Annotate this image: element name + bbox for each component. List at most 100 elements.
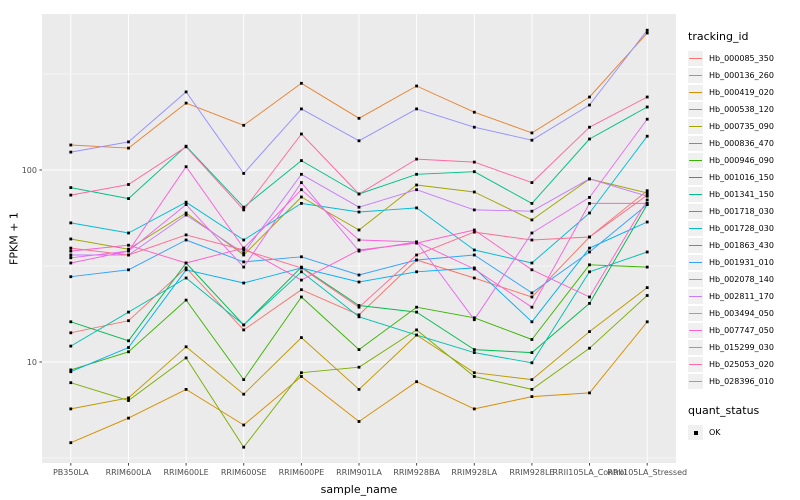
data-point: [127, 253, 130, 257]
data-point: [530, 181, 534, 184]
data-point: [472, 248, 476, 252]
legend-item-label: Hb_000085_350: [709, 54, 774, 63]
data-point: [300, 295, 303, 299]
legend-color-line-icon: [689, 278, 702, 281]
legend-key-swatch: [688, 340, 703, 355]
x-tick-label: RRIM928BA: [393, 468, 440, 477]
data-point: [184, 268, 188, 272]
legend-item: Hb_003494_050: [688, 305, 800, 322]
data-point: [588, 270, 591, 274]
legend-item: Hb_001341_150: [688, 186, 800, 203]
data-point: [357, 228, 361, 232]
legend-color-line-icon: [689, 227, 702, 230]
legend-key-swatch: [688, 221, 703, 236]
data-point: [530, 388, 534, 391]
data-point: [415, 270, 418, 274]
data-point: [472, 228, 476, 232]
data-point: [300, 132, 303, 136]
data-point: [530, 361, 534, 365]
data-point: [69, 221, 73, 225]
legend-item-label: Hb_001931_010: [709, 258, 774, 267]
legend-key-swatch: [688, 85, 703, 100]
x-tick-label: RRIM600SE: [221, 468, 267, 477]
legend-item: Hb_028396_010: [688, 373, 800, 390]
data-point: [127, 146, 130, 150]
legend-item: Hb_001728_030: [688, 220, 800, 237]
legend-key-swatch: [688, 357, 703, 372]
data-point: [242, 246, 246, 250]
data-point: [415, 328, 418, 332]
data-point: [530, 295, 534, 299]
data-point: [69, 407, 73, 411]
data-point: [415, 241, 418, 245]
legend-key-swatch: [688, 187, 703, 202]
data-point: [69, 256, 73, 260]
data-point: [69, 237, 73, 241]
legend-item: Hb_002078_140: [688, 271, 800, 288]
data-point: [69, 331, 73, 335]
data-point: [645, 95, 649, 99]
data-point: [242, 328, 246, 332]
data-point: [472, 160, 476, 164]
data-point: [588, 302, 591, 305]
y-axis-title: FPKM + 1: [7, 212, 21, 265]
legend-color-line-icon: [689, 380, 702, 383]
legend-item: Hb_001718_030: [688, 203, 800, 220]
legend-item-label: Hb_000419_020: [709, 88, 774, 97]
legend-item-label: Hb_002078_140: [709, 275, 774, 284]
x-tick-label: RRII105LA_Control: [552, 468, 626, 477]
data-point: [645, 134, 649, 138]
data-point: [127, 319, 130, 323]
data-point: [242, 378, 246, 381]
data-point: [588, 295, 591, 299]
legend-key-swatch: [688, 289, 703, 304]
legend-item-label: Hb_001728_030: [709, 224, 774, 233]
data-point: [415, 258, 418, 262]
legend-key-swatch: [688, 68, 703, 83]
data-point: [472, 190, 476, 194]
x-tick-label: RRII105LA_Stressed: [607, 468, 687, 477]
data-point: [300, 202, 303, 205]
data-point: [69, 143, 73, 147]
data-point: [242, 423, 246, 427]
data-point: [300, 81, 303, 85]
data-point: [184, 165, 188, 169]
data-point: [415, 305, 418, 309]
data-point: [530, 268, 534, 272]
data-point: [530, 231, 534, 235]
data-point: [472, 110, 476, 114]
legend-color-line-icon: [689, 108, 702, 111]
data-point: [472, 276, 476, 280]
legend-key-swatch: [688, 255, 703, 270]
data-point: [472, 407, 476, 411]
legend-item: Hb_000419_020: [688, 84, 800, 101]
data-point: [357, 248, 361, 252]
legend-key-swatch: [688, 102, 703, 117]
legend-item-label: Hb_002811_170: [709, 292, 774, 301]
legend-item: Hb_002811_170: [688, 288, 800, 305]
legend-key-swatch: [688, 238, 703, 253]
data-point: [588, 330, 591, 333]
legend-key-swatch: [688, 204, 703, 219]
data-point: [357, 304, 361, 307]
data-point: [588, 95, 591, 99]
legend-color-line-icon: [689, 295, 702, 298]
data-point: [127, 197, 130, 200]
data-point: [69, 150, 73, 154]
data-point: [357, 210, 361, 214]
data-point: [645, 193, 649, 197]
data-point: [300, 336, 303, 339]
data-point: [184, 233, 188, 237]
data-point: [588, 250, 591, 254]
legend-item-label: Hb_000136_260: [709, 71, 774, 80]
legend-item: Hb_001863_430: [688, 237, 800, 254]
data-point: [127, 339, 130, 343]
data-point: [242, 392, 246, 396]
data-point: [645, 294, 649, 297]
data-point: [588, 263, 591, 267]
data-point: [127, 396, 130, 400]
square-marker-icon: [693, 430, 698, 435]
data-point: [69, 261, 73, 265]
data-point: [300, 107, 303, 111]
data-point: [69, 186, 73, 189]
